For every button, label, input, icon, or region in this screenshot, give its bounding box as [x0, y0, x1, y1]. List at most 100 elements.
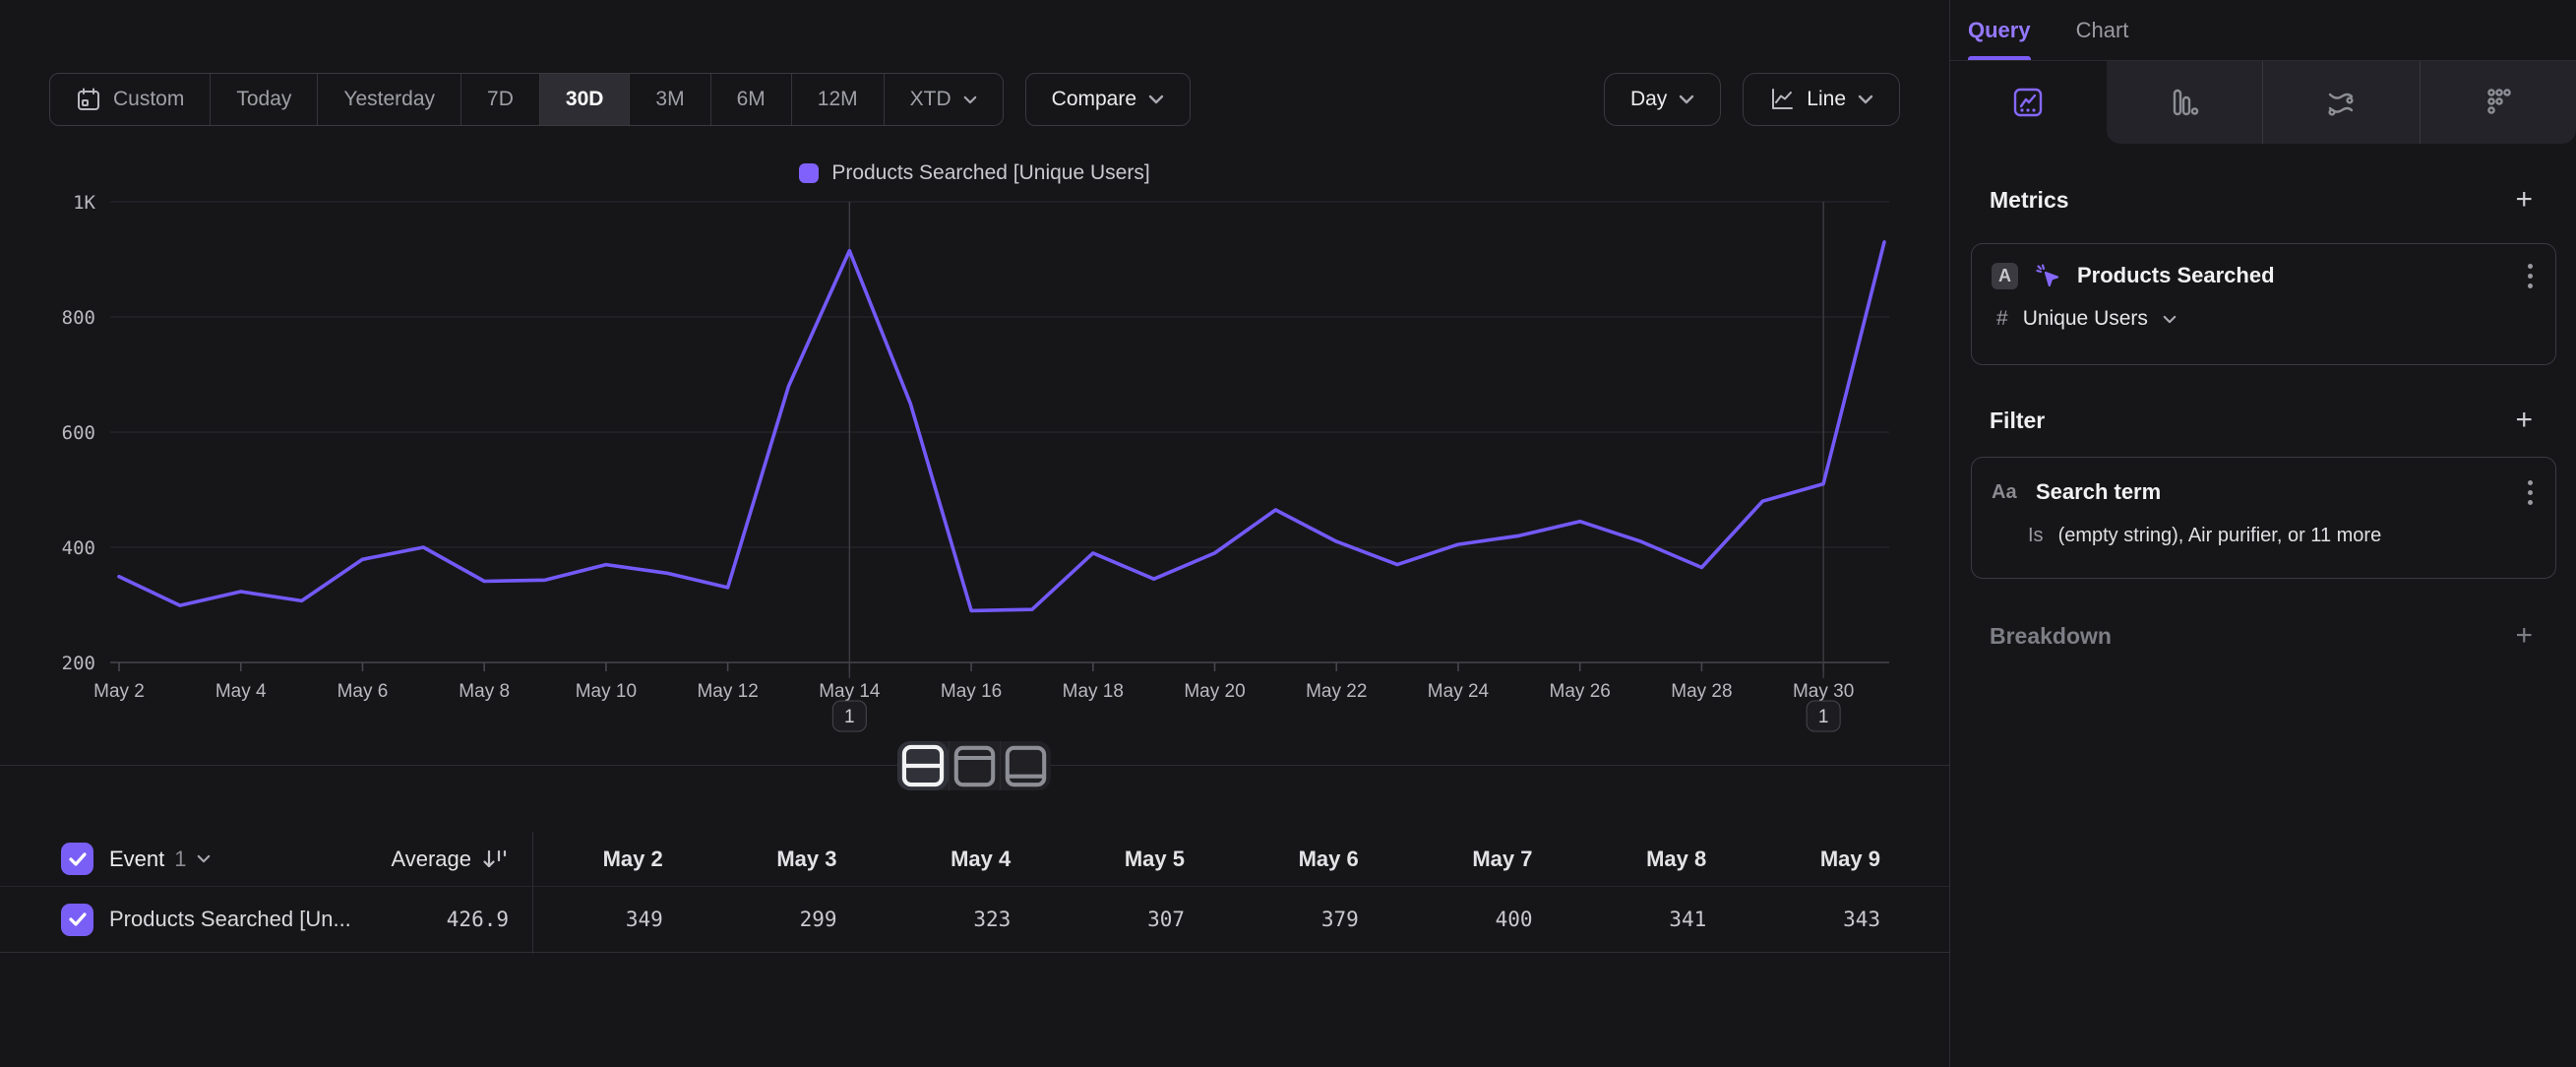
- table-only-view-button[interactable]: [1000, 741, 1051, 790]
- date-range-selector: Custom Today Yesterday 7D 30D 3M 6M 12M XTD: [49, 73, 1004, 126]
- chevron-down-icon: [963, 95, 976, 103]
- panel-tabs: Query Chart: [1950, 0, 2576, 61]
- y-axis-label: 400: [62, 537, 95, 559]
- hash-icon: #: [1996, 307, 2008, 330]
- table-header-row: Event 1 Average May 2 May 3 May 4 May 5 May …: [0, 832, 1949, 887]
- active-tab-underline: [1968, 56, 2031, 60]
- report-tab-flows[interactable]: [2262, 61, 2420, 144]
- cell-value: 343: [1843, 908, 1880, 931]
- date-range-30d[interactable]: 30D: [538, 74, 630, 125]
- x-axis-label: May 20: [1184, 681, 1245, 702]
- chart-only-view-button[interactable]: [949, 741, 1000, 790]
- compare-label: Compare: [1051, 88, 1137, 110]
- cell-value: 400: [1495, 908, 1533, 931]
- column-divider: [532, 832, 533, 954]
- x-axis-label: May 16: [941, 681, 1002, 702]
- metrics-heading: Metrics: [1990, 186, 2069, 213]
- filter-options-kebab-icon[interactable]: [2526, 479, 2534, 505]
- column-header[interactable]: May 5: [1124, 846, 1185, 871]
- report-tab-funnels[interactable]: [2106, 61, 2262, 144]
- granularity-button[interactable]: Day: [1603, 73, 1722, 126]
- date-range-custom[interactable]: Custom: [50, 74, 210, 125]
- date-range-yesterday[interactable]: Yesterday: [317, 74, 460, 125]
- annotation-badge[interactable]: [1806, 700, 1841, 732]
- insights-icon: [2014, 88, 2043, 117]
- filter-operator[interactable]: Is: [2028, 524, 2044, 546]
- tab-chart[interactable]: Chart: [2075, 17, 2129, 42]
- layout-toggle: [897, 741, 1051, 790]
- compare-button[interactable]: Compare: [1024, 73, 1192, 126]
- filter-value[interactable]: (empty string), Air purifier, or 11 more: [2057, 524, 2382, 546]
- add-metric-button[interactable]: +: [2515, 183, 2533, 216]
- column-header[interactable]: May 2: [602, 846, 663, 871]
- column-header[interactable]: May 3: [776, 846, 837, 871]
- split-view-icon: [901, 744, 945, 787]
- x-axis-label: May 4: [215, 681, 267, 702]
- chart-svg: 200 400 600 800 1K May 2 May 4 May 6 May 8 May 10…: [62, 192, 1889, 732]
- column-header[interactable]: May 7: [1472, 846, 1533, 871]
- split-view-button[interactable]: [897, 741, 949, 790]
- report-tab-insights[interactable]: [1950, 61, 2107, 144]
- column-header[interactable]: May 6: [1298, 846, 1359, 871]
- x-axis-label: May 30: [1793, 681, 1854, 702]
- sort-descending-icon: [483, 849, 507, 867]
- row-name: Products Searched [Un...: [109, 907, 351, 931]
- metric-options-kebab-icon[interactable]: [2526, 263, 2534, 288]
- chevron-down-icon: [197, 854, 210, 863]
- x-axis-label: May 8: [459, 681, 510, 702]
- series-line[interactable]: [117, 240, 1886, 613]
- legend-swatch: [799, 163, 820, 183]
- date-range-today[interactable]: Today: [210, 74, 317, 125]
- cell-value: 341: [1669, 908, 1707, 931]
- column-header[interactable]: May 4: [951, 846, 1012, 871]
- report-type-tabs: [1950, 61, 2576, 144]
- average-column-header[interactable]: Average: [391, 847, 509, 872]
- column-header[interactable]: May 9: [1819, 846, 1880, 871]
- breakdown-section-header: Breakdown +: [1990, 621, 2533, 651]
- date-range-12m[interactable]: 12M: [790, 74, 884, 125]
- toolbar: Custom Today Yesterday 7D 30D 3M 6M 12M XTD Comp…: [49, 73, 1900, 126]
- x-axis-label: May 12: [697, 681, 758, 702]
- aggregation-selector[interactable]: Unique Users: [2022, 307, 2148, 330]
- cell-value: 307: [1147, 908, 1185, 931]
- report-tab-retention[interactable]: [2419, 61, 2576, 144]
- metric-card[interactable]: A Products Searched # Unique Users: [1971, 243, 2556, 365]
- funnels-icon: [2173, 89, 2199, 116]
- event-count: 1: [174, 846, 187, 871]
- filter-card[interactable]: Aa Search term Is (empty string), Air pu…: [1971, 457, 2556, 579]
- event-column-header[interactable]: Event 1: [109, 847, 211, 872]
- calendar-icon: [78, 88, 99, 110]
- annotation-badge-count: 1: [1818, 707, 1829, 727]
- line-chart[interactable]: 200 400 600 800 1K May 2 May 4 May 6 May 8 May 10…: [0, 192, 1949, 753]
- date-range-7d[interactable]: 7D: [460, 74, 539, 125]
- chevron-down-icon: [2163, 315, 2177, 323]
- column-header[interactable]: May 8: [1646, 846, 1707, 871]
- filter-property-name: Search term: [2036, 479, 2162, 504]
- date-range-3m[interactable]: 3M: [629, 74, 709, 125]
- text-property-icon: Aa: [1992, 480, 2017, 503]
- x-axis-label: May 2: [93, 681, 145, 702]
- date-range-6m[interactable]: 6M: [709, 74, 791, 125]
- select-all-checkbox[interactable]: [61, 843, 93, 875]
- x-axis-label: May 22: [1306, 681, 1367, 702]
- metric-name: Products Searched: [2077, 263, 2275, 287]
- y-axis-label: 200: [62, 653, 95, 674]
- chart-type-label: Line: [1807, 88, 1846, 110]
- panel-resize-divider[interactable]: [1949, 0, 1950, 1067]
- annotation-badge[interactable]: [831, 700, 867, 732]
- add-filter-button[interactable]: +: [2515, 404, 2533, 436]
- add-breakdown-button[interactable]: +: [2515, 619, 2533, 652]
- row-checkbox[interactable]: [61, 903, 93, 936]
- date-range-xtd[interactable]: XTD: [883, 74, 1003, 125]
- y-axis-label: 800: [62, 307, 95, 329]
- data-table: Event 1 Average May 2 May 3 May 4 May 5 May …: [0, 832, 1949, 954]
- filter-section-header: Filter +: [1990, 406, 2533, 435]
- cell-value: 349: [625, 908, 663, 931]
- table-only-view-icon: [1005, 745, 1047, 786]
- line-chart-icon: [1772, 89, 1794, 109]
- chart-type-button[interactable]: Line: [1743, 73, 1900, 126]
- chart-legend[interactable]: Products Searched [Unique Users]: [0, 161, 1949, 185]
- tab-query[interactable]: Query: [1968, 0, 2031, 60]
- y-axis-label: 600: [62, 422, 95, 444]
